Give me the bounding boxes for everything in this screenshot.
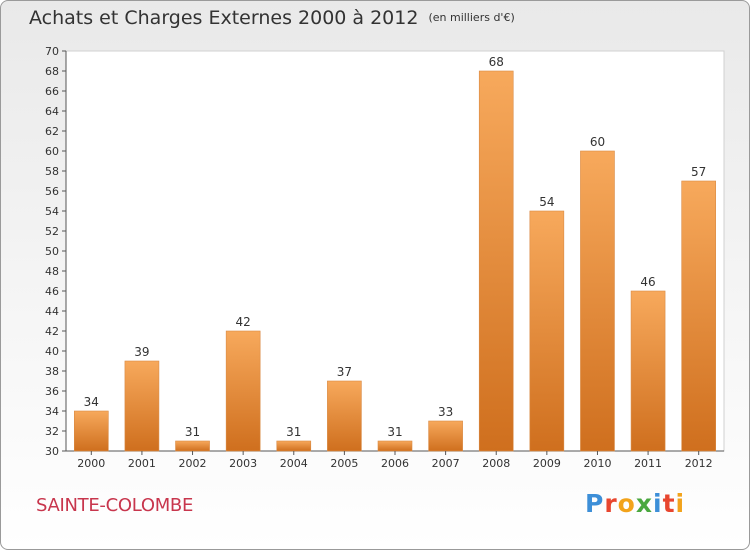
x-tick-label: 2005 xyxy=(330,457,358,470)
x-tick-label: 2006 xyxy=(381,457,409,470)
y-tick-label: 56 xyxy=(45,185,59,198)
commune-name: SAINTE-COLOMBE xyxy=(36,495,194,516)
plot-area xyxy=(65,50,725,452)
logo-letter: x xyxy=(635,489,653,518)
x-tick-label: 2000 xyxy=(77,457,105,470)
bar-value-label: 46 xyxy=(640,275,655,289)
y-tick-label: 48 xyxy=(45,265,59,278)
bar-value-label: 42 xyxy=(236,315,251,329)
y-tick-label: 68 xyxy=(45,65,59,78)
x-tick-label: 2008 xyxy=(482,457,510,470)
logo-letter: i xyxy=(675,489,686,518)
y-tick-label: 46 xyxy=(45,285,59,298)
bar xyxy=(74,410,109,452)
x-tick-label: 2007 xyxy=(432,457,460,470)
bar-value-label: 37 xyxy=(337,365,352,379)
y-tick-label: 34 xyxy=(45,405,59,418)
y-tick-label: 40 xyxy=(45,345,59,358)
bar xyxy=(630,290,666,452)
y-tick-label: 66 xyxy=(45,85,59,98)
y-tick-label: 62 xyxy=(45,125,59,138)
bar-value-label: 68 xyxy=(489,55,504,69)
bar-value-label: 54 xyxy=(539,195,554,209)
y-tick-label: 42 xyxy=(45,325,59,338)
bar-value-label: 31 xyxy=(286,425,301,439)
y-tick-label: 30 xyxy=(45,445,59,458)
bar xyxy=(124,360,160,452)
y-tick-label: 64 xyxy=(45,105,59,118)
chart-title-text: Achats et Charges Externes 2000 à 2012 xyxy=(29,7,419,29)
y-tick-label: 54 xyxy=(45,205,59,218)
x-tick-label: 2010 xyxy=(583,457,611,470)
bar xyxy=(225,330,261,452)
bar xyxy=(580,150,615,452)
bar xyxy=(428,420,463,452)
bar-value-label: 33 xyxy=(438,405,453,419)
x-tick-label: 2003 xyxy=(229,457,257,470)
bar xyxy=(327,380,362,452)
bar-value-label: 57 xyxy=(691,165,706,179)
logo-letter: o xyxy=(617,489,636,518)
x-tick-label: 2009 xyxy=(533,457,561,470)
logo-letter: t xyxy=(662,489,676,518)
x-tick-label: 2002 xyxy=(179,457,207,470)
y-tick-label: 58 xyxy=(45,165,59,178)
chart-unit: (en milliers d'€) xyxy=(428,11,515,24)
proxiti-logo: Proxiti xyxy=(585,489,685,518)
bar xyxy=(276,440,312,452)
logo-letter: P xyxy=(585,489,605,518)
bar xyxy=(478,70,514,452)
x-tick-label: 2004 xyxy=(280,457,308,470)
bar-value-label: 34 xyxy=(84,395,99,409)
bar xyxy=(377,440,413,452)
y-tick-label: 70 xyxy=(45,45,59,58)
bar-value-label: 60 xyxy=(590,135,605,149)
y-tick-label: 38 xyxy=(45,365,59,378)
bar-value-label: 31 xyxy=(185,425,200,439)
bar xyxy=(529,210,565,452)
bar-value-label: 39 xyxy=(134,345,149,359)
x-tick-label: 2001 xyxy=(128,457,156,470)
y-tick-label: 32 xyxy=(45,425,59,438)
y-tick-label: 52 xyxy=(45,225,59,238)
y-tick-label: 36 xyxy=(45,385,59,398)
y-tick-label: 44 xyxy=(45,305,59,318)
logo-letter: r xyxy=(604,489,618,518)
bar xyxy=(175,440,210,452)
x-tick-label: 2011 xyxy=(634,457,662,470)
y-tick-label: 50 xyxy=(45,245,59,258)
y-tick-label: 60 xyxy=(45,145,59,158)
bar xyxy=(681,180,716,452)
bar-value-label: 31 xyxy=(387,425,402,439)
logo-letter: i xyxy=(653,489,663,518)
chart-title: Achats et Charges Externes 2000 à 2012 (e… xyxy=(29,7,515,29)
x-tick-label: 2012 xyxy=(685,457,713,470)
